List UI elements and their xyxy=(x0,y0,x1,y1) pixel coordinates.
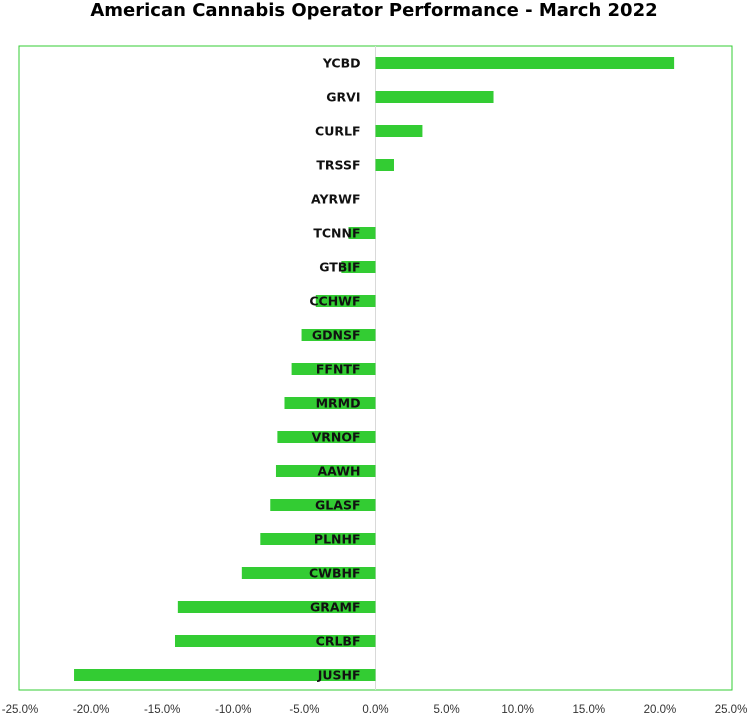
bar-cwbhf xyxy=(241,567,376,579)
bar-trssf xyxy=(375,159,394,171)
category-label-cwbhf: CWBHF xyxy=(309,566,361,581)
bar-aawh xyxy=(275,465,376,477)
x-tick-label: 20.0% xyxy=(644,704,677,716)
category-label-crlbf: CRLBF xyxy=(316,634,361,649)
category-label-vrnof: VRNOF xyxy=(312,430,361,445)
bar-plnhf xyxy=(260,533,376,545)
bar-gtbif xyxy=(341,261,376,273)
category-label-curlf: CURLF xyxy=(315,124,360,139)
category-label-gdnsf: GDNSF xyxy=(312,328,361,343)
x-tick-label: -25.0% xyxy=(2,704,38,716)
x-tick-label: -5.0% xyxy=(289,704,319,716)
x-tick-label: 5.0% xyxy=(433,704,459,716)
x-tick-label: -10.0% xyxy=(215,704,251,716)
category-label-gtbif: GTBIF xyxy=(319,260,360,275)
category-label-ycbd: YCBD xyxy=(322,56,361,71)
bar-vrnof xyxy=(277,431,376,443)
bar-gramf xyxy=(177,601,376,613)
category-label-aawh: AAWH xyxy=(317,464,360,479)
category-label-gramf: GRAMF xyxy=(310,600,361,615)
category-label-cchwf: CCHWF xyxy=(309,294,360,309)
x-tick-label: -20.0% xyxy=(73,704,109,716)
bar-gdnsf xyxy=(301,329,376,341)
bar-ycbd xyxy=(375,57,675,69)
bar-jushf xyxy=(74,669,376,681)
bar-mrmd xyxy=(284,397,376,409)
category-label-mrmd: MRMD xyxy=(316,396,361,411)
x-tick-label: 15.0% xyxy=(572,704,605,716)
bar-tcnnf xyxy=(348,227,376,239)
bar-glasf xyxy=(270,499,376,511)
category-label-ayrwf: AYRWF xyxy=(311,192,360,207)
category-label-jushf: JUSHF xyxy=(317,668,361,683)
x-tick-label: 25.0% xyxy=(715,704,748,716)
bar-grvi xyxy=(375,91,494,103)
category-label-grvi: GRVI xyxy=(326,90,360,105)
bar-cchwf xyxy=(315,295,376,307)
category-label-trssf: TRSSF xyxy=(316,158,360,173)
x-tick-label: 0.0% xyxy=(362,704,388,716)
x-tick-label: 10.0% xyxy=(501,704,534,716)
category-label-glasf: GLASF xyxy=(315,498,360,513)
bar-curlf xyxy=(375,125,423,137)
category-label-plnhf: PLNHF xyxy=(314,532,361,547)
category-label-tcnnf: TCNNF xyxy=(313,226,360,241)
chart-title: American Cannabis Operator Performance -… xyxy=(90,0,658,21)
x-tick-label: -15.0% xyxy=(144,704,180,716)
bar-ffntf xyxy=(291,363,376,375)
category-label-ffntf: FFNTF xyxy=(316,362,361,377)
bar-crlbf xyxy=(174,635,376,647)
